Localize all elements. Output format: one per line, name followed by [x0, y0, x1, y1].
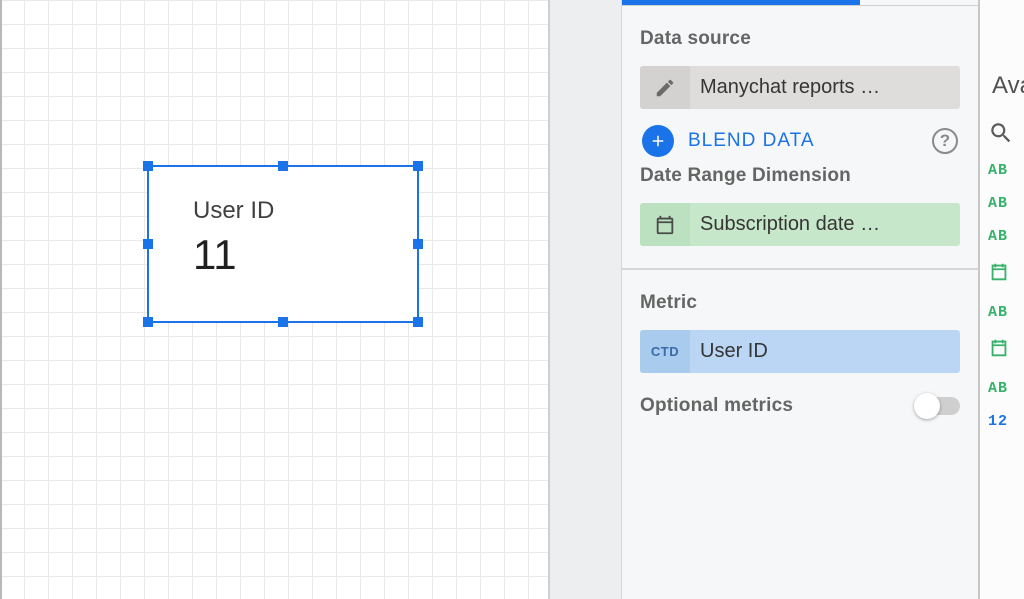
- data-source-name: Manychat reports …: [690, 76, 880, 99]
- resize-handle-bl[interactable]: [143, 317, 153, 327]
- resize-handle-bm[interactable]: [278, 317, 288, 327]
- optional-metrics-label: Optional metrics: [640, 395, 793, 417]
- blend-data-button[interactable]: BLEND DATA: [642, 125, 815, 157]
- metric-value: User ID: [690, 340, 768, 363]
- calendar-icon[interactable]: [988, 337, 1024, 364]
- metric-badge: CTD: [640, 330, 690, 373]
- help-icon[interactable]: ?: [932, 128, 958, 154]
- scorecard-value: 11: [193, 231, 417, 279]
- report-canvas[interactable]: User ID 11: [0, 0, 548, 599]
- resize-handle-br[interactable]: [413, 317, 423, 327]
- plus-icon: [642, 125, 674, 157]
- calendar-icon[interactable]: [988, 261, 1024, 288]
- canvas-ruler: [0, 0, 2, 599]
- calendar-icon: [640, 203, 690, 246]
- date-range-chip[interactable]: Subscription date …: [640, 203, 960, 246]
- resize-handle-tm[interactable]: [278, 161, 288, 171]
- field-item-1[interactable]: AB: [988, 195, 1024, 212]
- resize-handle-tr[interactable]: [413, 161, 423, 171]
- field-item-0[interactable]: AB: [988, 162, 1024, 179]
- blend-data-label: BLEND DATA: [688, 130, 815, 152]
- field-item-4[interactable]: AB: [988, 304, 1024, 321]
- scorecard-title: User ID: [193, 197, 417, 225]
- available-fields-heading: Ava: [992, 72, 1024, 100]
- field-item-2[interactable]: AB: [988, 228, 1024, 245]
- optional-metrics-toggle[interactable]: [916, 397, 960, 415]
- resize-handle-tl[interactable]: [143, 161, 153, 171]
- date-range-value: Subscription date …: [690, 213, 880, 236]
- toggle-knob: [914, 393, 940, 419]
- available-fields-panel: Ava AB AB AB AB AB 12: [980, 0, 1024, 599]
- metric-label: Metric: [640, 292, 960, 314]
- panel-divider: [548, 0, 622, 599]
- metric-chip[interactable]: CTD User ID: [640, 330, 960, 373]
- resize-handle-mr[interactable]: [413, 239, 423, 249]
- data-source-label: Data source: [640, 28, 960, 50]
- date-range-dimension-label: Date Range Dimension: [640, 165, 960, 187]
- field-item-7[interactable]: 12: [988, 413, 1024, 430]
- pencil-icon[interactable]: [640, 66, 690, 109]
- scorecard-widget[interactable]: User ID 11: [147, 165, 419, 323]
- config-panel: Data source Manychat reports … BLEND DAT…: [622, 0, 980, 599]
- resize-handle-ml[interactable]: [143, 239, 153, 249]
- data-source-chip[interactable]: Manychat reports …: [640, 66, 960, 109]
- field-item-6[interactable]: AB: [988, 380, 1024, 397]
- search-fields-input[interactable]: [980, 120, 1024, 146]
